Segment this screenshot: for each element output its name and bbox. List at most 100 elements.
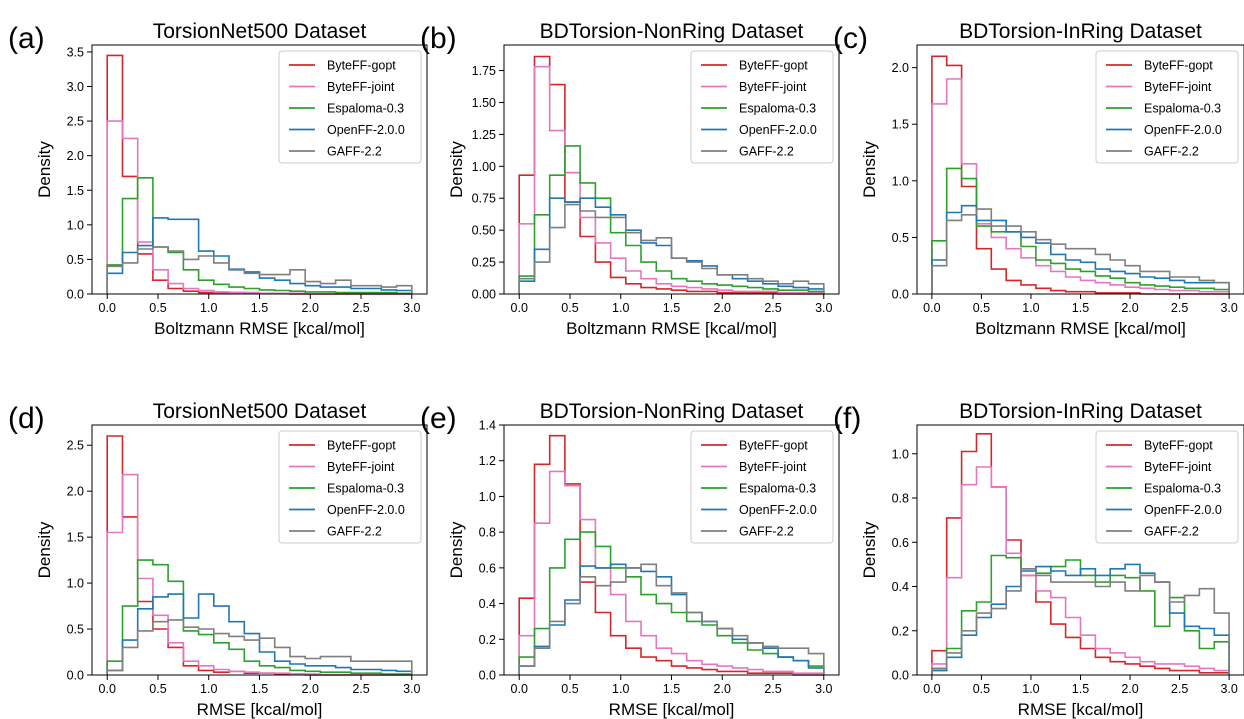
legend-entry: OpenFF-2.0.0 — [327, 123, 405, 137]
legend-entry: Espaloma-0.3 — [739, 482, 816, 496]
y-tick-label: 1.50 — [472, 96, 496, 110]
legend-entry: Espaloma-0.3 — [1144, 482, 1221, 496]
legend-box — [278, 430, 422, 544]
x-tick-label: 2.0 — [714, 301, 731, 315]
y-tick-label: 0.5 — [67, 253, 84, 267]
x-tick-label: 1.0 — [1022, 682, 1039, 696]
histogram-byteff-joint — [931, 466, 1230, 675]
x-tick-label: 1.5 — [1072, 682, 1089, 696]
y-tick-label: 0.0 — [67, 288, 84, 302]
x-tick-label: 1.0 — [612, 682, 629, 696]
chart-title: BDTorsion-InRing Dataset — [959, 20, 1202, 43]
x-tick-label: 3.0 — [815, 682, 832, 696]
legend-entry: ByteFF-gopt — [1144, 59, 1213, 73]
histogram-byteff-gopt — [518, 55, 824, 295]
histogram-gaff-2-2 — [106, 619, 413, 675]
y-tick-label: 2.0 — [67, 149, 84, 163]
x-tick-label: 0.0 — [99, 301, 116, 315]
y-tick-label: 0.2 — [892, 624, 909, 638]
y-tick-label: 1.0 — [479, 490, 496, 504]
legend-box — [1095, 430, 1239, 544]
y-tick-label: 0.5 — [892, 231, 909, 245]
chart-panel-1: 0.0 0.5 1.0 1.5 2.0 2.5 3.0 0.0 0.5 1.0 1.5 2.0 2.5 3… — [8, 20, 428, 338]
x-tick-label: 0.5 — [149, 301, 166, 315]
y-tick-label: 0.6 — [892, 536, 909, 550]
chart-title: BDTorsion-NonRing Dataset — [540, 20, 804, 43]
x-tick-label: 2.5 — [1171, 301, 1188, 315]
legend: ByteFF-gopt ByteFF-joint Espaloma-0.3 OpenF… — [1095, 50, 1239, 164]
y-axis-label: Density — [447, 141, 466, 198]
x-tick-label: 0.0 — [511, 301, 528, 315]
x-tick-label: 0.0 — [99, 682, 116, 696]
legend-entry: ByteFF-gopt — [739, 439, 808, 453]
y-tick-label: 2.5 — [67, 115, 84, 129]
y-tick-label: 1.25 — [472, 128, 496, 142]
y-tick-label: 0.0 — [892, 669, 909, 683]
chart-panel-3: 0.0 0.5 1.0 1.5 2.0 2.5 3.0 0.0 0.5 1.0 1.5 2.0 BDTo… — [833, 20, 1244, 338]
x-tick-label: 2.0 — [1121, 682, 1138, 696]
legend-box — [690, 430, 834, 544]
legend-entry: Espaloma-0.3 — [327, 482, 404, 496]
x-tick-label: 2.0 — [1121, 301, 1138, 315]
x-tick-label: 0.5 — [973, 301, 990, 315]
legend-entry: Espaloma-0.3 — [1144, 102, 1221, 116]
legend-entry: OpenFF-2.0.0 — [1144, 503, 1222, 517]
y-tick-label: 2.0 — [892, 61, 909, 75]
chart-title: TorsionNet500 Dataset — [153, 20, 367, 43]
y-tick-label: 0.00 — [472, 288, 496, 302]
x-tick-label: 1.0 — [612, 301, 629, 315]
legend-box — [690, 50, 834, 164]
legend-entry: GAFF-2.2 — [327, 145, 382, 159]
histogram-espaloma-0-3 — [518, 145, 825, 294]
legend-entry: Espaloma-0.3 — [327, 102, 404, 116]
panel-label: (e) — [420, 402, 457, 435]
histogram-espaloma-0-3 — [106, 559, 413, 675]
histogram-byteff-gopt — [931, 433, 1230, 675]
legend-entry: ByteFF-gopt — [327, 439, 396, 453]
chart-title: TorsionNet500 Dataset — [153, 400, 367, 423]
y-tick-label: 0.6 — [479, 561, 496, 575]
x-tick-label: 3.0 — [403, 682, 420, 696]
x-tick-label: 0.0 — [511, 682, 528, 696]
y-tick-label: 0.5 — [67, 623, 84, 637]
y-tick-label: 1.0 — [892, 447, 909, 461]
y-tick-label: 1.4 — [479, 419, 496, 433]
y-tick-label: 3.0 — [67, 80, 84, 94]
legend-entry: GAFF-2.2 — [1144, 525, 1199, 539]
legend-entry: ByteFF-gopt — [1144, 439, 1213, 453]
y-axis-label: Density — [35, 141, 54, 198]
x-tick-label: 2.5 — [764, 301, 781, 315]
y-tick-label: 1.75 — [472, 64, 496, 78]
x-tick-label: 3.0 — [815, 301, 832, 315]
y-axis-label: Density — [860, 521, 879, 578]
chart-title: BDTorsion-InRing Dataset — [959, 400, 1202, 423]
chart-panel-6: 0.0 0.5 1.0 1.5 2.0 2.5 3.0 0.0 0.2 0.4 0.6 0.8 1.0 B… — [833, 400, 1244, 719]
x-tick-label: 2.5 — [764, 682, 781, 696]
y-tick-label: 1.5 — [67, 184, 84, 198]
y-tick-label: 0.8 — [479, 526, 496, 540]
panel-label: (f) — [833, 402, 861, 435]
histogram-openff-2-0-0 — [106, 217, 413, 294]
histogram-byteff-joint — [518, 470, 825, 675]
x-tick-label: 3.0 — [403, 301, 420, 315]
y-tick-label: 0.8 — [892, 492, 909, 506]
x-axis-label: RMSE [kcal/mol] — [197, 700, 323, 719]
legend-entry: ByteFF-joint — [1144, 80, 1212, 94]
panel-label: (a) — [8, 22, 45, 55]
histogram-byteff-gopt — [518, 434, 824, 676]
x-axis-label: RMSE [kcal/mol] — [1018, 700, 1144, 719]
panel-label: (c) — [833, 22, 868, 55]
legend-entry: ByteFF-joint — [739, 80, 807, 94]
x-tick-label: 1.5 — [663, 682, 680, 696]
histogram-gaff-2-2 — [931, 568, 1230, 675]
legend-entry: OpenFF-2.0.0 — [739, 503, 817, 517]
legend: ByteFF-gopt ByteFF-joint Espaloma-0.3 OpenF… — [278, 50, 422, 164]
x-tick-label: 3.0 — [1220, 682, 1237, 696]
x-axis-label: RMSE [kcal/mol] — [609, 700, 735, 719]
chart-panel-4: 0.0 0.5 1.0 1.5 2.0 2.5 3.0 0.0 0.5 1.0 1.5 2.0 2.5 T… — [8, 400, 428, 719]
legend-box — [1095, 50, 1239, 164]
y-tick-label: 1.0 — [67, 577, 84, 591]
y-tick-label: 2.0 — [67, 485, 84, 499]
y-tick-label: 1.0 — [67, 218, 84, 232]
